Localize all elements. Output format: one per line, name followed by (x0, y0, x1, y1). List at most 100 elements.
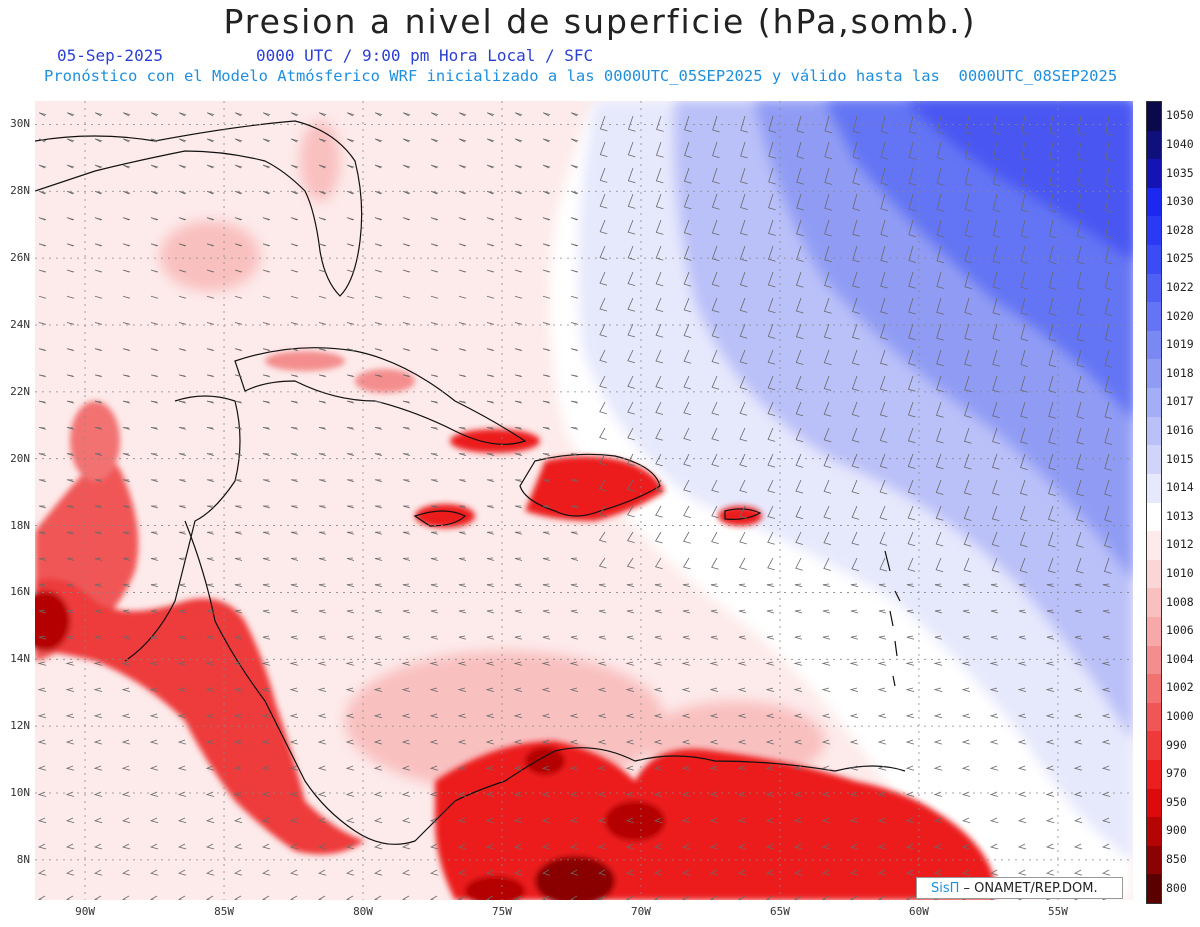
colorbar-cell (1147, 473, 1161, 503)
wind-barb (178, 843, 187, 850)
wind-barb (38, 112, 47, 117)
wind-barb (739, 271, 748, 288)
wind-barb (993, 115, 1001, 135)
wind-barb (739, 245, 748, 262)
wind-barb (346, 138, 355, 143)
wind-barb (851, 479, 860, 495)
wind-barb (374, 583, 383, 588)
wind-barb (346, 269, 355, 273)
wind-barb (149, 661, 159, 666)
wind-barb (655, 297, 664, 312)
wind-barb (1048, 193, 1057, 213)
wind-barb (599, 323, 608, 338)
high-pressure-1022 (905, 101, 1133, 261)
wind-barb (989, 687, 999, 692)
wind-barb (430, 322, 439, 325)
wind-barb (317, 765, 327, 771)
wind-barb (850, 609, 859, 614)
wind-barb (1048, 479, 1056, 496)
wind-barb (934, 869, 943, 876)
wind-barb (851, 349, 860, 366)
wind-barb (935, 401, 944, 418)
wind-barb (795, 349, 804, 365)
wind-barb (1101, 713, 1111, 719)
wind-barb (94, 295, 103, 299)
wind-barb (514, 557, 523, 561)
wind-barb (66, 138, 75, 143)
wind-barb (933, 713, 943, 719)
wind-barb (739, 349, 748, 365)
wind-barb (66, 531, 75, 535)
wind-barb (1076, 427, 1084, 445)
wind-barb (402, 505, 411, 509)
wind-barb (1048, 375, 1057, 393)
wind-barb (711, 531, 719, 544)
wind-barb (1020, 297, 1029, 316)
wind-barb (766, 635, 775, 640)
wind-barb (936, 219, 945, 238)
wind-barb (992, 245, 1001, 264)
wind-barb (318, 400, 327, 404)
wind-barb (992, 167, 1001, 187)
wind-barb (1020, 271, 1029, 290)
wind-barb (991, 557, 1000, 573)
wind-barb (346, 895, 354, 900)
wind-barb (626, 895, 634, 900)
wind-barb (905, 687, 915, 692)
wind-barb (936, 167, 945, 186)
wind-barb (458, 895, 466, 900)
wind-barb (93, 739, 103, 745)
wind-barb (880, 115, 889, 134)
wind-barb (936, 193, 945, 212)
wind-barb (38, 843, 47, 850)
wind-barb (878, 895, 886, 900)
wind-barb (457, 817, 467, 824)
wind-barb (712, 115, 720, 133)
wind-barb (402, 531, 411, 535)
wind-barb (766, 895, 774, 900)
wind-barb (1048, 271, 1057, 290)
wind-barb (457, 791, 467, 797)
lat-tick-label: 26N (10, 251, 30, 265)
wind-barb (318, 557, 327, 561)
wind-barb (1020, 323, 1029, 342)
wind-barb (992, 427, 1000, 444)
wind-barb (178, 479, 187, 483)
colorbar-cell (1147, 216, 1161, 246)
wind-barb (653, 791, 663, 797)
wind-barb (821, 817, 831, 824)
wind-barb (122, 190, 131, 195)
wind-barb (739, 531, 747, 545)
wind-barb (318, 112, 327, 117)
wind-barb (206, 479, 215, 483)
wind-barb (655, 271, 664, 287)
wind-barb (1048, 323, 1057, 342)
wind-barb (961, 817, 971, 824)
wind-barb (711, 453, 720, 467)
wind-barb (768, 115, 777, 133)
wind-barb (599, 167, 608, 183)
wind-barb (262, 295, 271, 299)
credit-org: – ONAMET/REP.DOM. (959, 881, 1098, 896)
wind-barb (626, 505, 635, 518)
wind-barb (737, 765, 747, 771)
wind-barb (94, 400, 103, 404)
wind-barb (852, 245, 860, 263)
wind-barb (1021, 141, 1029, 161)
wind-barb (66, 217, 75, 221)
wind-barb (738, 869, 747, 876)
wind-barb (514, 583, 523, 588)
wind-barb (290, 505, 299, 509)
wind-barb (821, 739, 831, 745)
wind-barb (795, 531, 804, 545)
wind-barb (289, 661, 299, 666)
wind-barb (935, 453, 944, 470)
wind-barb (94, 164, 103, 169)
wind-barb (485, 687, 495, 692)
wind-barb (906, 583, 915, 588)
wind-barb (739, 453, 748, 468)
wind-barb (290, 374, 299, 378)
wind-barb (122, 531, 131, 535)
colorbar-label: 1050 (1166, 108, 1194, 123)
wind-barb (852, 115, 861, 134)
